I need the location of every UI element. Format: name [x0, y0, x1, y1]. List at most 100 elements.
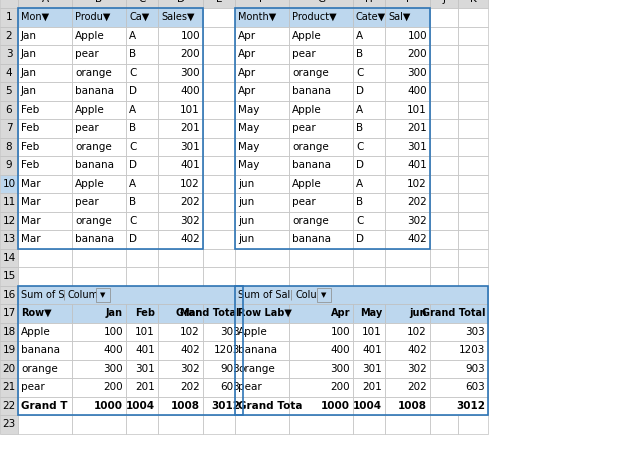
- Bar: [289, 8, 353, 26]
- Text: 303: 303: [466, 327, 485, 337]
- Text: pear: pear: [75, 49, 99, 59]
- Bar: [18, 0, 72, 8]
- Text: |: |: [290, 289, 293, 300]
- Text: Mon▼: Mon▼: [21, 12, 49, 22]
- Text: ▼: ▼: [100, 292, 105, 298]
- Bar: [385, 230, 430, 249]
- Bar: [72, 0, 126, 8]
- Text: Sales▼: Sales▼: [161, 12, 194, 22]
- Text: pear: pear: [21, 382, 45, 392]
- Text: 102: 102: [407, 327, 427, 337]
- Bar: [353, 119, 385, 138]
- Bar: [385, 101, 430, 119]
- Bar: [385, 341, 430, 360]
- Bar: [18, 304, 72, 323]
- Bar: [126, 193, 158, 212]
- Bar: [235, 341, 289, 360]
- Bar: [18, 230, 72, 249]
- Bar: [289, 212, 353, 230]
- Text: B: B: [356, 49, 363, 59]
- Bar: [289, 285, 353, 304]
- Text: D: D: [356, 160, 364, 170]
- Bar: [458, 0, 488, 8]
- Bar: [72, 212, 126, 230]
- Bar: [289, 360, 353, 378]
- Text: D: D: [356, 86, 364, 96]
- Bar: [235, 82, 289, 101]
- Text: orange: orange: [75, 68, 112, 78]
- Text: 3012: 3012: [211, 401, 240, 411]
- Text: 401: 401: [407, 160, 427, 170]
- Text: 300: 300: [408, 68, 427, 78]
- Bar: [385, 63, 430, 82]
- Text: orange: orange: [21, 364, 58, 374]
- Bar: [430, 45, 458, 63]
- Text: Feb: Feb: [21, 160, 39, 170]
- Bar: [72, 138, 126, 156]
- Bar: [430, 378, 458, 396]
- Bar: [18, 396, 72, 415]
- Text: 14: 14: [3, 253, 15, 263]
- Text: 1000: 1000: [321, 401, 350, 411]
- Bar: [235, 156, 289, 174]
- Bar: [458, 415, 488, 434]
- Bar: [72, 378, 126, 396]
- Bar: [158, 8, 203, 26]
- Bar: [18, 378, 72, 396]
- Bar: [203, 341, 235, 360]
- Bar: [0, 341, 18, 360]
- Text: Grand T: Grand T: [21, 401, 68, 411]
- Text: 102: 102: [407, 179, 427, 189]
- Bar: [18, 230, 72, 249]
- Bar: [203, 82, 235, 101]
- Text: banana: banana: [75, 160, 114, 170]
- Text: banana: banana: [292, 86, 331, 96]
- Bar: [72, 174, 126, 193]
- Bar: [430, 119, 458, 138]
- Text: Apple: Apple: [75, 31, 105, 41]
- Text: 101: 101: [180, 105, 200, 115]
- Text: 22: 22: [3, 401, 15, 411]
- Bar: [18, 156, 72, 174]
- Bar: [235, 63, 289, 82]
- Text: Produ▼: Produ▼: [75, 12, 111, 22]
- Bar: [385, 304, 430, 323]
- Bar: [126, 8, 158, 26]
- Bar: [235, 285, 488, 415]
- Bar: [458, 360, 488, 378]
- Bar: [430, 249, 458, 267]
- Bar: [18, 8, 72, 26]
- Bar: [353, 341, 385, 360]
- Bar: [18, 193, 72, 212]
- Bar: [126, 101, 158, 119]
- Bar: [235, 45, 289, 63]
- Bar: [458, 8, 488, 26]
- Text: 603: 603: [466, 382, 485, 392]
- Bar: [72, 323, 126, 341]
- Text: 100: 100: [408, 31, 427, 41]
- Bar: [72, 378, 126, 396]
- Bar: [158, 45, 203, 63]
- Text: 1000: 1000: [94, 401, 123, 411]
- Text: 1004: 1004: [126, 401, 155, 411]
- Bar: [458, 119, 488, 138]
- Bar: [0, 212, 18, 230]
- Bar: [72, 341, 126, 360]
- Bar: [235, 8, 430, 249]
- Bar: [289, 119, 353, 138]
- Bar: [385, 323, 430, 341]
- Bar: [158, 138, 203, 156]
- Bar: [158, 304, 203, 323]
- Bar: [126, 360, 158, 378]
- Text: 7: 7: [6, 123, 12, 133]
- Bar: [235, 267, 289, 285]
- Bar: [126, 45, 158, 63]
- Bar: [0, 323, 18, 341]
- Bar: [18, 341, 72, 360]
- Bar: [158, 378, 203, 396]
- Bar: [289, 212, 353, 230]
- Bar: [72, 285, 126, 304]
- Bar: [458, 341, 488, 360]
- Text: 401: 401: [180, 160, 200, 170]
- Bar: [158, 174, 203, 193]
